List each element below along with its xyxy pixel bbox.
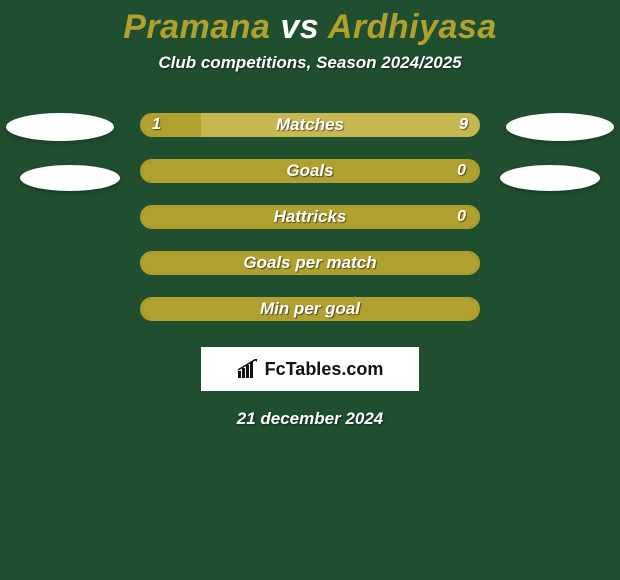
avatar-placeholder: [500, 165, 600, 191]
bar-left-seg: [140, 113, 201, 137]
stat-rows: Matches19 Goals0 Hattricks0 Goals per match…: [140, 113, 480, 321]
stat-row: Goals0: [140, 159, 480, 183]
player2-name: Ardhiyasa: [328, 8, 497, 46]
bar-right-seg: [142, 161, 478, 181]
bar-right-seg: [142, 253, 478, 273]
comparison-widget: Pramana vs Ardhiyasa Club competitions, …: [0, 0, 620, 580]
subtitle: Club competitions, Season 2024/2025: [0, 53, 620, 73]
page-title: Pramana vs Ardhiyasa: [0, 0, 620, 47]
stat-row: Goals per match: [140, 251, 480, 275]
compare-area: Matches19 Goals0 Hattricks0 Goals per match…: [0, 113, 620, 321]
avatar-placeholder: [6, 113, 114, 141]
stat-row: Hattricks0: [140, 205, 480, 229]
bar-right-seg: [142, 207, 478, 227]
date-text: 21 december 2024: [0, 409, 620, 429]
player1-name: Pramana: [123, 8, 270, 46]
bar-right-seg: [201, 113, 480, 137]
avatar-placeholder: [506, 113, 614, 141]
stat-row: Min per goal: [140, 297, 480, 321]
branding-badge[interactable]: FcTables.com: [201, 347, 419, 391]
bar-chart-icon: [237, 359, 259, 379]
branding-text: FcTables.com: [265, 359, 384, 380]
stat-row: Matches19: [140, 113, 480, 137]
avatar-placeholder: [20, 165, 120, 191]
vs-text: vs: [280, 8, 319, 46]
bar-right-seg: [142, 299, 478, 319]
